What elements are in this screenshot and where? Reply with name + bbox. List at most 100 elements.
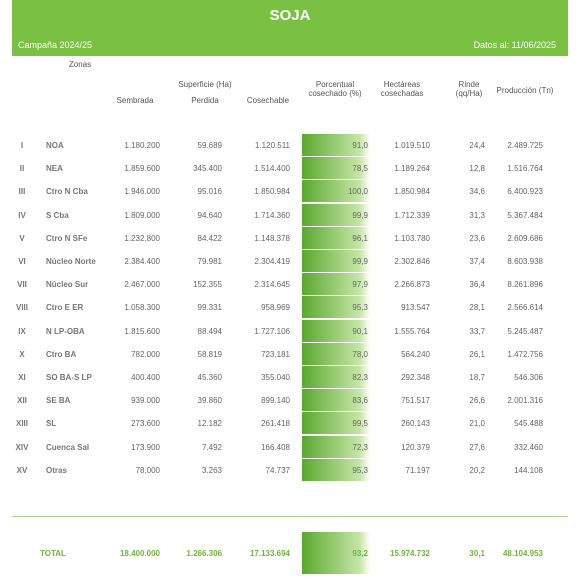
cell: 8.261.896 [507, 280, 543, 290]
cell: 2.467.000 [124, 280, 160, 290]
cell: 1.103.780 [394, 233, 430, 243]
zone: Otras [46, 465, 67, 475]
percent-bar [302, 435, 370, 458]
title: SOJA [269, 7, 311, 24]
cell: 400.400 [131, 373, 160, 382]
zone: Ctro E ER [46, 303, 84, 313]
cell: 23,6 [469, 233, 485, 243]
cell: 1.472.756 [507, 349, 543, 359]
zone: Núcleo Sur [46, 280, 89, 290]
zone: S Cba [46, 210, 69, 220]
percent-bar [302, 250, 370, 272]
cell: 1.120.511 [255, 141, 290, 150]
cell: 34,6 [469, 187, 485, 197]
cell: 345.400 [193, 164, 222, 174]
cell: 1.058.300 [124, 303, 160, 313]
percent-bar [302, 389, 370, 412]
cell: 1.809.000 [124, 210, 160, 220]
cell: 26,1 [469, 349, 485, 359]
zone: SO BA-S LP [46, 373, 92, 382]
percent-bar [302, 134, 370, 156]
percent-bar [302, 273, 370, 296]
percent-bar [302, 180, 370, 203]
percent-bar [302, 319, 370, 342]
cell: 899.140 [261, 396, 290, 406]
cell: 97,9 [352, 280, 368, 290]
total-cell: 1.266.306 [186, 549, 222, 558]
percent-bar [302, 157, 370, 180]
cell: 913.547 [401, 303, 430, 313]
cell: 88.494 [197, 326, 222, 336]
percent-bar [302, 458, 370, 481]
row-number: VII [17, 280, 27, 290]
cell: 95,3 [352, 465, 368, 475]
cell: 12.182 [197, 419, 222, 429]
cell: 78,0 [352, 349, 368, 359]
column-header: Porcentual cosechado (%) [308, 80, 362, 98]
cell: 120.379 [401, 442, 430, 452]
percent-bar [302, 412, 370, 435]
zone: NOA [46, 141, 64, 150]
cell: 37,4 [469, 257, 485, 266]
cell: 1.712.339 [394, 210, 430, 220]
cell: 95,3 [352, 303, 368, 313]
cell: 94.640 [197, 210, 222, 220]
cell: 28,1 [469, 303, 485, 313]
cell: 1.850.984 [394, 187, 430, 197]
cell: 273.600 [131, 419, 160, 429]
cell: 1.516.764 [507, 164, 543, 174]
cell: 21,0 [469, 419, 485, 429]
cell: 1.850.984 [254, 187, 290, 197]
percent-bar [302, 203, 370, 226]
total-cell: 30,1 [469, 549, 485, 558]
cell: 1.514.400 [254, 164, 290, 174]
cell: 12,8 [469, 164, 485, 174]
cell: 99,9 [352, 257, 368, 266]
cell: 939.000 [131, 396, 160, 406]
cell: 100,0 [347, 187, 368, 197]
cell: 292.348 [401, 373, 430, 382]
cell: 91,0 [352, 141, 368, 150]
row-number: I [20, 141, 24, 150]
cell: 78.000 [135, 465, 160, 475]
cell: 27,6 [469, 442, 485, 452]
cell: 8.603.938 [507, 257, 543, 266]
column-header: Zonas [68, 60, 92, 69]
cell: 2.302.846 [394, 257, 430, 266]
cell: 782.000 [131, 349, 160, 359]
cell: 2.001.316 [507, 396, 543, 406]
cell: 1.148.378 [254, 233, 290, 243]
total-label: TOTAL [40, 549, 66, 558]
row-number: IV [18, 210, 26, 220]
column-header: Producción (Tn) [496, 86, 554, 95]
cell: 2.489.725 [507, 141, 543, 150]
cell: 36,4 [469, 280, 485, 290]
cell: 99,9 [352, 210, 368, 220]
cell: 144.108 [514, 465, 543, 475]
row-number: XII [17, 396, 27, 406]
cell: 564.240 [401, 349, 430, 359]
row-number: XIII [15, 419, 28, 429]
cell: 1.727.106 [254, 326, 290, 336]
zone: Ctro BA [46, 349, 77, 359]
cell: 2.304.419 [254, 257, 290, 266]
column-header: Cosechable [246, 96, 290, 105]
cell: 39.860 [197, 396, 222, 406]
cell: 24,4 [469, 141, 485, 150]
row-number: V [19, 233, 25, 243]
campaign: Campaña 2024/25 [18, 40, 93, 50]
column-header: Rinde (qq/Ha) [455, 80, 483, 98]
cell: 545.488 [514, 419, 543, 429]
row-number: X [19, 349, 25, 359]
cell: 2.609.686 [507, 233, 543, 243]
cell: 71.197 [405, 465, 430, 475]
cell: 45.360 [197, 373, 222, 382]
cell: 355.040 [261, 373, 290, 382]
percent-bar [302, 342, 370, 365]
cell: 2.314.645 [254, 280, 290, 290]
row-number: XI [18, 373, 26, 382]
column-header: Hectáreas cosechadas [380, 80, 424, 98]
cell: 7.492 [201, 442, 222, 452]
cell: 31,3 [469, 210, 485, 220]
